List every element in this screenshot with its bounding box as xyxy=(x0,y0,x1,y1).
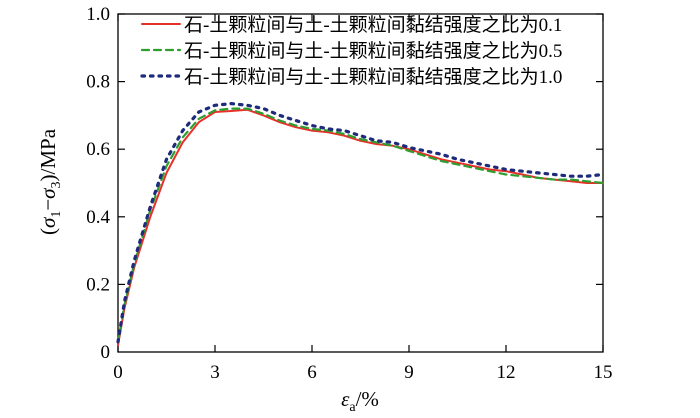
y-tick-label: 0.8 xyxy=(86,72,110,93)
series-layer xyxy=(116,101,605,347)
x-axis-label: εa/% xyxy=(341,387,379,415)
plot-area: 0 3 6 9 12 15 0 0.2 0.4 0.6 0.8 1.0 xyxy=(86,4,612,383)
legend: 石-土颗粒间与土-土颗粒间黏结强度之比为0.1 石-土颗粒间与土-土颗粒间黏结强度… xyxy=(140,14,562,88)
y-tick-label: 0.2 xyxy=(86,274,110,295)
x-tick-label: 3 xyxy=(210,362,220,383)
y-axis-label: (σ1−σ3)/MPa xyxy=(36,128,64,235)
series-line-1 xyxy=(117,108,604,347)
series-line-3 xyxy=(116,101,605,344)
x-tick-label: 12 xyxy=(497,362,516,383)
plot-frame xyxy=(117,13,604,353)
series-line-2 xyxy=(116,107,605,343)
x-tick-label: 0 xyxy=(113,362,123,383)
x-tick-label: 9 xyxy=(404,362,414,383)
legend-label-1: 石-土颗粒间与土-土颗粒间黏结强度之比为0.1 xyxy=(184,14,562,36)
y-tick-label: 0.6 xyxy=(86,139,110,160)
y-tick-label: 0 xyxy=(101,342,111,363)
legend-label-3: 石-土颗粒间与土-土颗粒间黏结强度之比为1.0 xyxy=(184,66,562,88)
y-tick-label: 1.0 xyxy=(86,4,110,25)
x-tick-label: 15 xyxy=(594,362,613,383)
y-tick-label: 0.4 xyxy=(86,207,110,228)
x-tick-label: 6 xyxy=(307,362,317,383)
legend-label-2: 石-土颗粒间与土-土颗粒间黏结强度之比为0.5 xyxy=(184,40,562,62)
